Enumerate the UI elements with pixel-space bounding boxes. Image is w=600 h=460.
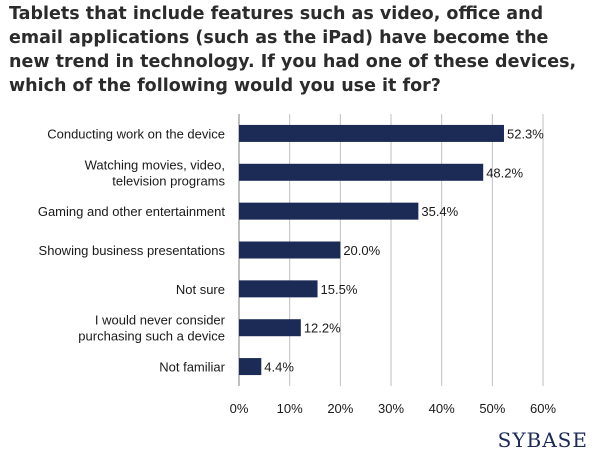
data-label: 12.2%: [304, 321, 341, 336]
bar: [239, 358, 262, 376]
bar: [239, 241, 341, 259]
bar: [239, 202, 419, 220]
category-label: Showing business presentations: [39, 243, 226, 258]
bar: [239, 319, 301, 337]
bar: [239, 124, 504, 142]
data-label: 4.4%: [264, 360, 294, 375]
chart-title: Tablets that include features such as vi…: [9, 4, 577, 96]
data-label: 35.4%: [421, 204, 458, 219]
category-label: Watching movies, video,: [85, 157, 225, 172]
sybase-logo: SYBASE: [497, 428, 588, 452]
category-label: Gaming and other entertainment: [38, 204, 226, 219]
x-tick-label: 20%: [327, 401, 353, 416]
data-label: 20.0%: [343, 243, 380, 258]
category-label: Not familiar: [159, 360, 225, 375]
data-label: 48.2%: [486, 165, 523, 180]
category-label: television programs: [112, 173, 225, 188]
category-label: purchasing such a device: [78, 329, 225, 344]
x-tick-label: 10%: [277, 401, 303, 416]
category-label: I would never consider: [95, 313, 226, 328]
data-label: 15.5%: [321, 282, 358, 297]
category-label: Conducting work on the device: [47, 126, 225, 141]
x-tick-label: 50%: [479, 401, 505, 416]
x-tick-label: 40%: [429, 401, 455, 416]
x-tick-label: 60%: [530, 401, 556, 416]
data-label: 52.3%: [507, 126, 544, 141]
x-tick-label: 30%: [378, 401, 404, 416]
category-label: Not sure: [176, 282, 225, 297]
x-tick-label: 0%: [230, 401, 249, 416]
bar: [239, 163, 484, 181]
bar: [239, 280, 318, 298]
